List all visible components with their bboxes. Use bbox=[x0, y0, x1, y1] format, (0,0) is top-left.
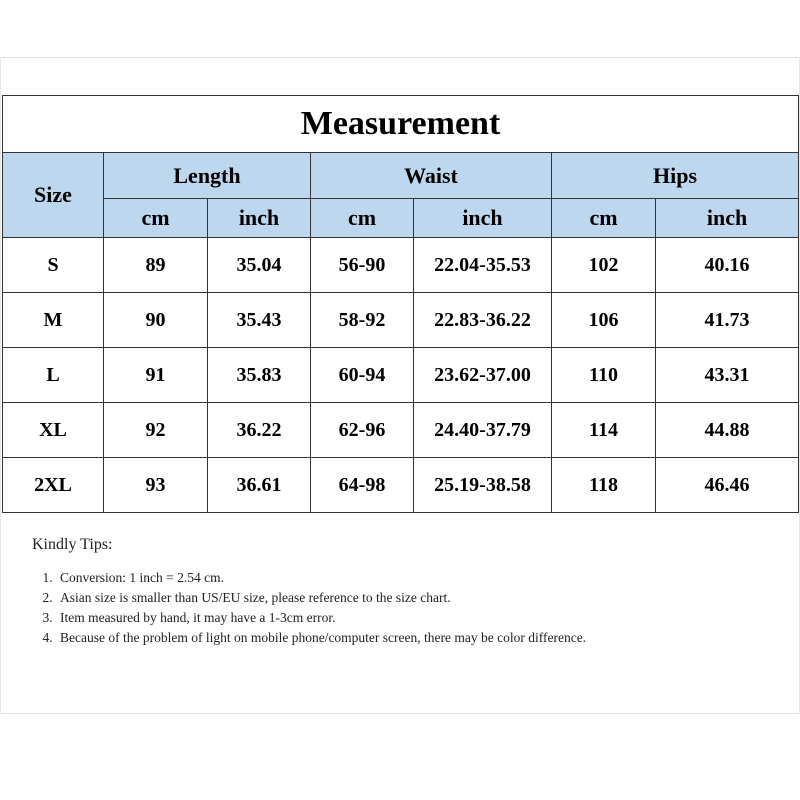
measurement-cell: 35.83 bbox=[207, 347, 311, 403]
length-header: Length bbox=[103, 152, 311, 199]
size-cell: XL bbox=[2, 402, 104, 458]
measurement-cell: 35.43 bbox=[207, 292, 311, 348]
size-cell: L bbox=[2, 347, 104, 403]
measurement-cell: 92 bbox=[103, 402, 208, 458]
unit-header: inch bbox=[654, 198, 800, 238]
measurement-cell: 44.88 bbox=[654, 402, 800, 458]
measurement-cell: 58-92 bbox=[310, 292, 414, 348]
measurement-cell: 24.40-37.79 bbox=[413, 402, 552, 458]
measurement-cell: 22.83-36.22 bbox=[413, 292, 552, 348]
table-row: S 89 35.04 56-90 22.04-35.53 102 40.16 bbox=[2, 237, 800, 293]
measurement-cell: 35.04 bbox=[207, 237, 311, 293]
table-row: L 91 35.83 60-94 23.62-37.00 110 43.31 bbox=[2, 347, 800, 403]
waist-header: Waist bbox=[310, 152, 552, 199]
unit-header: inch bbox=[413, 198, 552, 238]
hips-header: Hips bbox=[550, 152, 800, 199]
tips-title: Kindly Tips: bbox=[32, 536, 113, 553]
measurement-cell: 93 bbox=[103, 457, 208, 513]
tip-item: Conversion: 1 inch = 2.54 cm. bbox=[56, 568, 620, 588]
measurement-cell: 46.46 bbox=[654, 457, 800, 513]
measurement-cell: 62-96 bbox=[310, 402, 414, 458]
table-row: XL 92 36.22 62-96 24.40-37.79 114 44.88 bbox=[2, 402, 800, 458]
measurement-cell: 36.61 bbox=[207, 457, 311, 513]
size-cell: 2XL bbox=[2, 457, 104, 513]
size-chart-table: Measurement Size Length Waist Hips cm in… bbox=[1, 95, 800, 513]
measurement-cell: 110 bbox=[551, 347, 656, 403]
unit-header: cm bbox=[103, 198, 208, 238]
measurement-cell: 114 bbox=[551, 402, 656, 458]
measurement-cell: 41.73 bbox=[654, 292, 800, 348]
tip-item: Item measured by hand, it may have a 1-3… bbox=[56, 608, 620, 628]
table-row: M 90 35.43 58-92 22.83-36.22 106 41.73 bbox=[2, 292, 800, 348]
measurement-cell: 89 bbox=[103, 237, 208, 293]
measurement-cell: 90 bbox=[103, 292, 208, 348]
measurement-cell: 102 bbox=[551, 237, 656, 293]
kindly-tips: Kindly Tips: Conversion: 1 inch = 2.54 c… bbox=[32, 536, 620, 648]
table-title: Measurement bbox=[1, 95, 800, 153]
measurement-cell: 60-94 bbox=[310, 347, 414, 403]
size-header: Size bbox=[2, 152, 104, 238]
tip-item: Asian size is smaller than US/EU size, p… bbox=[56, 588, 620, 608]
unit-header: cm bbox=[310, 198, 414, 238]
measurement-cell: 64-98 bbox=[310, 457, 414, 513]
unit-header: cm bbox=[551, 198, 656, 238]
measurement-cell: 43.31 bbox=[654, 347, 800, 403]
unit-header: inch bbox=[207, 198, 311, 238]
measurement-cell: 91 bbox=[103, 347, 208, 403]
measurement-cell: 25.19-38.58 bbox=[413, 457, 552, 513]
left-border bbox=[0, 57, 1, 713]
measurement-cell: 40.16 bbox=[654, 237, 800, 293]
measurement-cell: 23.62-37.00 bbox=[413, 347, 552, 403]
measurement-cell: 56-90 bbox=[310, 237, 414, 293]
top-divider bbox=[0, 57, 800, 58]
table-row: 2XL 93 36.61 64-98 25.19-38.58 118 46.46 bbox=[2, 457, 800, 513]
measurement-cell: 106 bbox=[551, 292, 656, 348]
measurement-cell: 22.04-35.53 bbox=[413, 237, 552, 293]
size-cell: M bbox=[2, 292, 104, 348]
size-cell: S bbox=[2, 237, 104, 293]
measurement-cell: 118 bbox=[551, 457, 656, 513]
measurement-cell: 36.22 bbox=[207, 402, 311, 458]
bottom-divider bbox=[0, 713, 800, 714]
tip-item: Because of the problem of light on mobil… bbox=[56, 628, 620, 648]
